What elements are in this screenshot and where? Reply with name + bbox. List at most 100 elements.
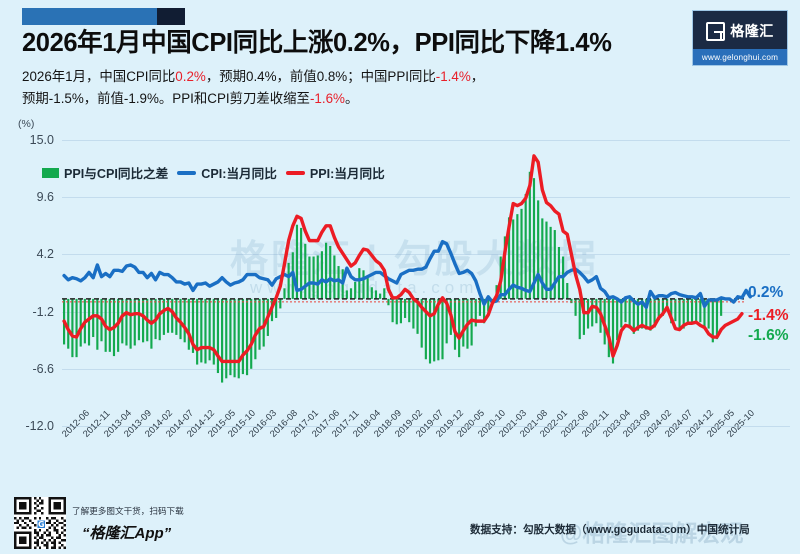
diff-bar xyxy=(412,298,415,329)
diff-bar xyxy=(87,298,91,346)
diff-bar xyxy=(591,298,594,327)
diff-bar xyxy=(337,266,340,299)
legend-item[interactable]: PPI:当月同比 xyxy=(285,163,385,182)
data-source-text: 数据支持：勾股大数据（www.gogudata.com）中国统计局 xyxy=(470,524,750,536)
diff-bar xyxy=(665,298,669,310)
y-axis-tick-label: -12.0 xyxy=(25,419,55,433)
diff-bar xyxy=(254,298,257,360)
diff-bar xyxy=(661,298,664,316)
subtitle-line-1: 2026年1月，中国CPI同比0.2%，预期0.4%，前值0.8%；中国PPI同… xyxy=(22,66,672,88)
diff-bar xyxy=(557,246,561,299)
diff-bar xyxy=(204,298,207,364)
diff-bar xyxy=(645,298,648,330)
cpi-line-series xyxy=(62,239,752,310)
diff-bar xyxy=(237,298,240,379)
legend-swatch-line xyxy=(285,170,305,175)
diff-bar xyxy=(345,290,348,299)
diff-bar xyxy=(316,255,319,299)
diff-bar xyxy=(362,270,365,299)
diff-bar xyxy=(158,298,161,341)
diff-bar xyxy=(187,298,190,350)
diff-bar xyxy=(607,298,610,358)
diff-bar xyxy=(657,298,660,321)
legend-label: PPI:当月同比 xyxy=(309,167,385,181)
qr-code-svg: G xyxy=(14,497,66,549)
diff-bar xyxy=(196,298,199,365)
diff-bar xyxy=(516,214,519,299)
diff-bar xyxy=(433,298,436,362)
ppi-value-highlight: -1.4% xyxy=(435,69,471,84)
logo-main: 格隆汇 xyxy=(693,11,787,51)
diff-bar xyxy=(366,277,369,299)
diff-bar xyxy=(221,298,224,383)
diff-bar xyxy=(624,298,627,323)
y-axis-tick-label: 15.0 xyxy=(29,133,54,147)
diff-bar xyxy=(275,298,278,318)
diff-bar xyxy=(541,218,544,299)
subtitle-text-2: ，预期0.4%，前值0.8%；中国PPI同比 xyxy=(205,69,436,84)
diff-bar xyxy=(715,298,719,340)
diff-bar xyxy=(96,298,99,350)
diff-bar xyxy=(320,251,323,299)
diff-bar xyxy=(312,256,315,299)
diff-bar xyxy=(686,298,689,325)
diff-bar xyxy=(121,298,124,344)
diff-bar xyxy=(483,298,486,324)
scan-hint-text: 了解更多图文干货，扫码下载 xyxy=(72,506,184,516)
end-value-label: -1.4% xyxy=(748,306,789,324)
diff-bar xyxy=(133,298,136,346)
legend-swatch-box xyxy=(42,167,59,178)
diff-bar xyxy=(142,298,145,343)
end-value-label: -1.6% xyxy=(748,326,789,344)
diff-bar xyxy=(408,298,411,323)
diff-bar xyxy=(653,298,656,328)
diff-bar xyxy=(453,298,457,350)
subtitle-text-4: 预期-1.5%，前值-1.9%。PPI和CPI剪刀差收缩至 xyxy=(22,91,310,106)
legend-item[interactable]: PPI与CPI同比之差 xyxy=(42,163,168,182)
diff-bar xyxy=(212,298,215,365)
diff-bar xyxy=(258,298,261,350)
diff-bar xyxy=(649,298,652,331)
diff-bar xyxy=(611,298,615,364)
diff-bar xyxy=(75,298,78,358)
qr-code[interactable]: G xyxy=(14,497,66,549)
diff-bar xyxy=(474,298,477,327)
diff-bar xyxy=(67,298,70,349)
diff-bar xyxy=(162,298,165,335)
diff-bar xyxy=(699,298,702,323)
diff-bar xyxy=(545,221,548,299)
diff-bar xyxy=(566,283,569,299)
diff-bar xyxy=(354,281,357,299)
scissors-gap-highlight: -1.6% xyxy=(309,91,345,106)
diff-bar xyxy=(208,298,211,361)
legend-label: CPI:当月同比 xyxy=(201,167,277,181)
diff-bar xyxy=(370,287,373,299)
diff-bar xyxy=(520,208,523,299)
diff-bar xyxy=(532,178,536,299)
diff-bar xyxy=(478,298,482,316)
diff-bar xyxy=(428,298,432,364)
diff-bar xyxy=(329,245,332,299)
diff-bar xyxy=(79,298,82,347)
diff-bar xyxy=(503,236,506,299)
diff-bar xyxy=(399,298,402,324)
diff-bar xyxy=(229,298,232,376)
legend-item[interactable]: CPI:当月同比 xyxy=(177,163,277,182)
diff-bar xyxy=(383,288,386,299)
diff-bar xyxy=(528,171,531,299)
y-axis-tick-label: -1.2 xyxy=(32,304,54,319)
footer-watermark: @格隆汇图解宏观 xyxy=(560,520,744,546)
diff-bar xyxy=(487,298,490,312)
diff-bar xyxy=(574,298,577,316)
y-gridline xyxy=(62,140,790,141)
diff-bar xyxy=(420,298,423,348)
diff-bar xyxy=(695,298,698,324)
diff-bar xyxy=(507,217,511,299)
diff-bar xyxy=(233,298,236,378)
subtitle-text-1: 2026年1月，中国CPI同比 xyxy=(22,69,176,84)
diff-bar xyxy=(279,298,282,309)
diff-bar xyxy=(636,298,640,331)
diff-bar xyxy=(404,298,407,318)
